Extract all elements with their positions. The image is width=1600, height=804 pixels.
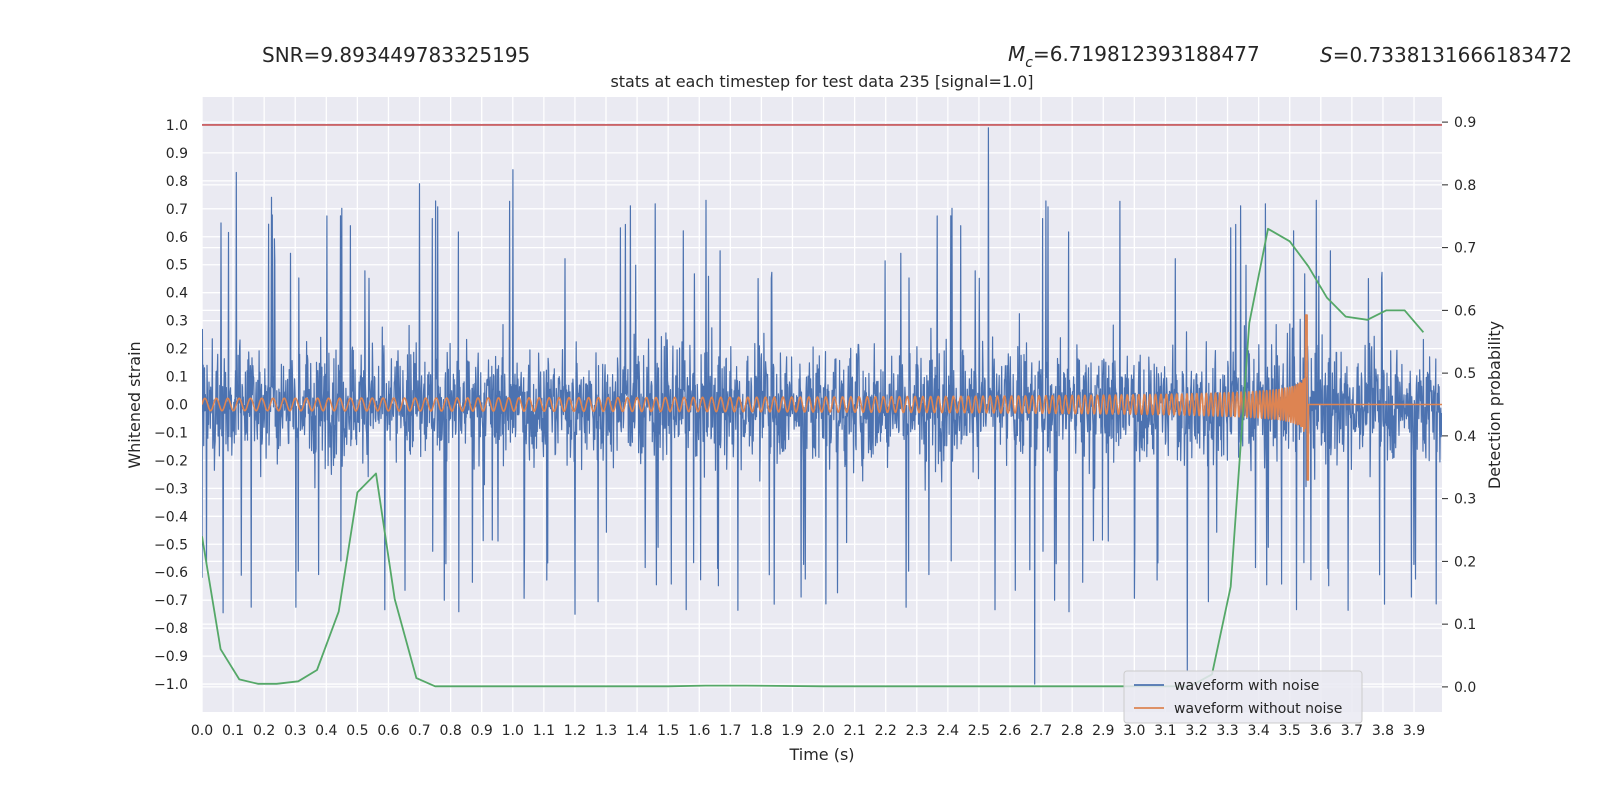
- x-tick-label: 3.6: [1310, 723, 1332, 739]
- series-detection-probability: [202, 227, 1425, 688]
- chirp-mass-symbol: M: [1008, 42, 1025, 66]
- x-tick-label: 1.1: [533, 723, 555, 739]
- y2-tick-label: 0.0: [1454, 680, 1476, 696]
- x-tick-label: 2.4: [937, 723, 959, 739]
- y2-tick-label: 0.2: [1454, 554, 1476, 570]
- y2-tick-label: 0.3: [1454, 492, 1476, 508]
- x-tick-label: 0.9: [471, 723, 493, 739]
- x-tick-label: 3.8: [1372, 723, 1394, 739]
- x-tick-label: 1.3: [595, 723, 617, 739]
- y2-tick-label: 0.6: [1454, 303, 1476, 319]
- legend-label-noisy: waveform with noise: [1174, 678, 1319, 694]
- x-tick-label: 2.7: [1030, 723, 1052, 739]
- x-tick-label: 2.2: [875, 723, 897, 739]
- legend: waveform with noise waveform without noi…: [1123, 670, 1363, 724]
- x-tick-label: 1.5: [657, 723, 679, 739]
- x-tick-label: 2.0: [812, 723, 834, 739]
- x-tick-label: 0.6: [377, 723, 399, 739]
- x-tick-label: 1.0: [502, 723, 524, 739]
- x-tick-label: 1.2: [564, 723, 586, 739]
- spin-value: =0.7338131666183472: [1333, 43, 1572, 67]
- y-tick-label: −0.7: [154, 593, 188, 609]
- x-tick-label: 1.7: [719, 723, 741, 739]
- x-tick-label: 2.1: [843, 723, 865, 739]
- y2-tick-label: 0.1: [1454, 617, 1476, 633]
- chirp-mass-value: =6.719812393188477: [1033, 42, 1260, 66]
- legend-box: [1123, 670, 1363, 724]
- y-tick-label: −0.9: [154, 649, 188, 665]
- y-tick-label: 0.9: [166, 146, 188, 162]
- x-tick-label: 2.9: [1092, 723, 1114, 739]
- x-tick-label: 0.8: [439, 723, 461, 739]
- chirp-mass-label: Mc=6.719812393188477: [1008, 42, 1260, 71]
- x-tick-label: 0.7: [408, 723, 430, 739]
- y-tick-label: 0.6: [166, 230, 188, 246]
- y2-axis-label: Detection probability: [1485, 321, 1504, 489]
- x-tick-label: 2.8: [1061, 723, 1083, 739]
- x-tick-label: 1.6: [688, 723, 710, 739]
- y-tick-label: −0.4: [154, 509, 188, 525]
- x-axis-label: Time (s): [788, 745, 854, 764]
- y2-ticks: 0.9 0.8 0.7 0.6 0.5 0.4 0.3 0.2 0.1 0.0: [1442, 115, 1476, 696]
- y-tick-label: −1.0: [154, 677, 188, 693]
- x-tick-label: 3.3: [1216, 723, 1238, 739]
- y-tick-label: −0.2: [154, 453, 188, 469]
- x-tick-label: 2.3: [906, 723, 928, 739]
- x-tick-label: 3.0: [1123, 723, 1145, 739]
- x-tick-label: 3.4: [1248, 723, 1270, 739]
- x-tick-label: 0.0: [191, 723, 213, 739]
- x-tick-label: 3.5: [1279, 723, 1301, 739]
- y-tick-label: 0.1: [166, 370, 188, 386]
- y-tick-label: 0.5: [166, 258, 188, 274]
- x-tick-label: 3.9: [1403, 723, 1425, 739]
- y-tick-label: 0.2: [166, 342, 188, 358]
- plot-clip: [202, 124, 1442, 688]
- chart-title: stats at each timestep for test data 235…: [610, 72, 1033, 91]
- x-tick-label: 0.3: [284, 723, 306, 739]
- y-tick-label: −0.5: [154, 537, 188, 553]
- y2-tick-label: 0.4: [1454, 429, 1476, 445]
- x-tick-label: 2.6: [999, 723, 1021, 739]
- x-tick-label: 3.1: [1154, 723, 1176, 739]
- y-ticks: 1.0 0.9 0.8 0.7 0.6 0.5 0.4 0.3 0.2 0.1 0.0 −0.1 −0.…: [154, 118, 188, 693]
- y-tick-label: 1.0: [166, 118, 188, 134]
- y-tick-label: −0.8: [154, 621, 188, 637]
- y2-tick-label: 0.7: [1454, 241, 1476, 257]
- y-tick-label: −0.6: [154, 565, 188, 581]
- y2-tick-label: 0.8: [1454, 178, 1476, 194]
- series-waveform-with-noise: [202, 127, 1442, 685]
- y-tick-label: 0.3: [166, 314, 188, 330]
- y-axis-label: Whitened strain: [125, 341, 144, 468]
- x-tick-label: 1.9: [781, 723, 803, 739]
- x-tick-label: 0.2: [253, 723, 275, 739]
- x-tick-label: 2.5: [968, 723, 990, 739]
- y-tick-label: 0.0: [166, 398, 188, 414]
- x-ticks: 0.0 0.1 0.2 0.3 0.4 0.5 0.6 0.7 0.8 0.9 1.0 1.1 1.2 1…: [191, 723, 1425, 739]
- x-tick-label: 0.1: [222, 723, 244, 739]
- series-waveform-without-noise: [202, 314, 1442, 481]
- x-tick-label: 0.5: [346, 723, 368, 739]
- x-tick-label: 3.2: [1185, 723, 1207, 739]
- y-tick-label: 0.8: [166, 174, 188, 190]
- y2-tick-label: 0.5: [1454, 366, 1476, 382]
- x-tick-label: 1.8: [750, 723, 772, 739]
- y2-tick-label: 0.9: [1454, 115, 1476, 131]
- legend-label-clean: waveform without noise: [1174, 701, 1342, 717]
- chirp-mass-subscript: c: [1025, 55, 1033, 71]
- y-tick-label: 0.4: [166, 286, 188, 302]
- y-tick-label: −0.1: [154, 425, 188, 441]
- x-tick-label: 3.7: [1341, 723, 1363, 739]
- y-tick-label: −0.3: [154, 481, 188, 497]
- spin-symbol: S: [1320, 43, 1333, 67]
- spin-label: S=0.7338131666183472: [1320, 43, 1572, 67]
- x-tick-label: 0.4: [315, 723, 337, 739]
- y-tick-label: 0.7: [166, 202, 188, 218]
- x-tick-label: 1.4: [626, 723, 648, 739]
- snr-label: SNR=9.893449783325195: [262, 43, 530, 67]
